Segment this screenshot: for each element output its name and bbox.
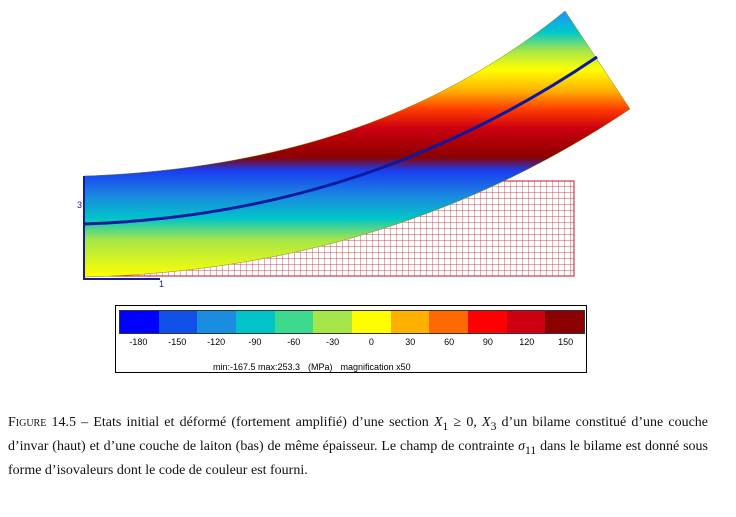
legend-min-max: min:-167.5 max:253.3 [213,362,301,372]
axis-3-label: 3 [77,200,82,210]
legend-swatch [506,311,546,333]
caption-dash: – [76,415,94,430]
caption-label: Figure 14.5 [8,415,76,430]
legend-unit: (MPa) [308,362,333,372]
legend-tick-label: 0 [368,337,374,347]
legend-swatch [313,311,353,333]
legend-magnification: magnification x50 [340,362,411,372]
legend-tick-label: -60 [287,337,301,347]
axis-1-label: 1 [159,279,164,289]
legend-tick-label: -180 [129,337,148,347]
figure-caption: Figure 14.5 – Etats initial et déformé (… [8,413,708,481]
legend-tick-label: -30 [326,337,340,347]
legend-swatch [158,311,198,333]
legend-tick-label: 30 [405,337,416,347]
color-scale-ticks: -180 -150 -120 -90 -60 -30 0 30 60 90 120 150 [119,337,585,351]
caption-text-2: d’un bilame constitué d’une couche d’inv… [8,415,709,454]
legend-swatch [352,311,391,333]
caption-sigma: σ [518,438,526,454]
legend-info: min:-167.5 max:253.3 (MPa) magnification x… [213,362,419,372]
legend-tick-label: -90 [248,337,262,347]
caption-math-mid: ≥ 0, [448,415,482,430]
legend-swatch [429,311,469,333]
legend-swatch [274,311,314,333]
legend-tick-label: 120 [519,337,535,347]
interface-line [83,55,598,226]
caption-sigma-sub: 11 [525,443,537,457]
caption-math-x3: X [482,415,491,430]
caption-math-x1: X [433,415,443,430]
caption-text-1: Etats initial et déformé (fortement ampl… [93,415,434,430]
legend-tick-label: 150 [558,337,574,347]
legend-swatch [468,311,507,333]
legend-swatch [545,311,585,333]
legend-swatch [120,311,159,333]
legend-tick-label: 90 [482,337,493,347]
legend-swatch [197,311,237,333]
caption-text-3: dans le bilame est donné sous forme d’is… [8,438,708,478]
color-scale [119,310,585,334]
legend-tick-label: 60 [444,337,455,347]
legend-swatch [236,311,275,333]
legend-tick-label: -120 [207,337,226,347]
legend-swatch [390,311,430,333]
caption-math-x3-sub: 3 [490,419,497,433]
caption-math-x1-sub: 1 [442,419,449,433]
deformed-bilayer-figure: 1 3 [77,10,631,289]
legend-tick-label: -150 [168,337,187,347]
color-legend: -180 -150 -120 -90 -60 -30 0 30 60 90 120 150 min:-… [115,305,587,373]
